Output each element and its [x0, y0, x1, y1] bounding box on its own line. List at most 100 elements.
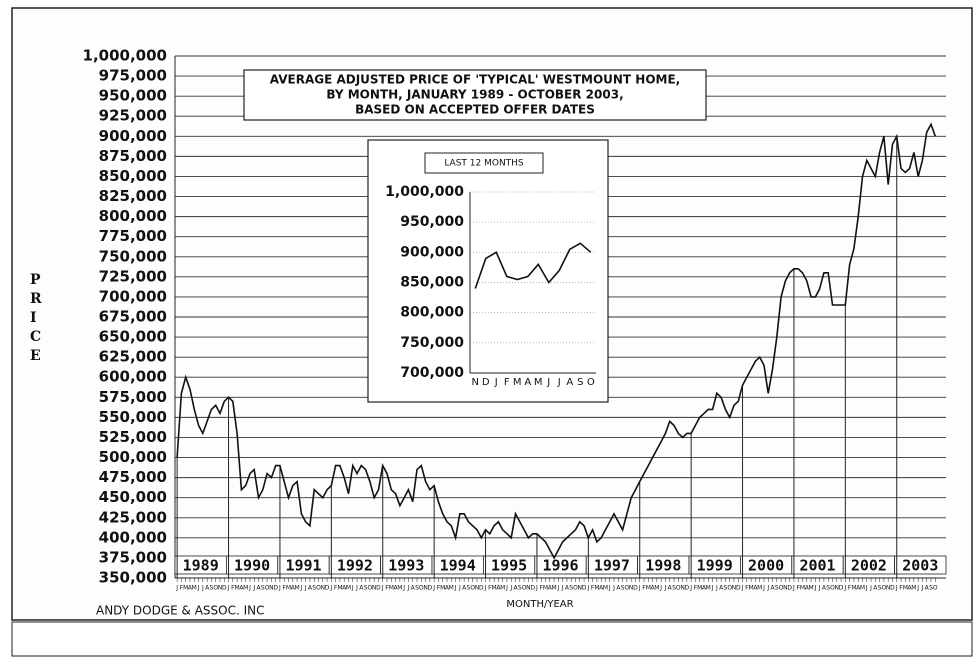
month-initial: J: [351, 585, 354, 592]
month-initial: O: [727, 585, 732, 592]
y-tick-label: 950,000: [99, 87, 167, 105]
y-tick-label: 525,000: [99, 428, 167, 446]
month-initial: S: [621, 585, 625, 592]
month-initial: O: [830, 585, 835, 592]
y-tick-label: 875,000: [99, 147, 167, 165]
inset-y-tick-label: 900,000: [400, 244, 464, 260]
month-initial: M: [749, 585, 754, 592]
y-tick-label: 350,000: [99, 569, 167, 587]
month-initial: N: [321, 585, 326, 592]
month-initial: A: [496, 585, 501, 592]
month-initial: N: [218, 585, 223, 592]
y-tick-label: 825,000: [99, 187, 167, 205]
month-initial: F: [745, 585, 749, 592]
month-initial: A: [188, 585, 193, 592]
month-initial: N: [423, 585, 428, 592]
month-initial: N: [680, 585, 685, 592]
y-tick-label: 600,000: [99, 368, 167, 386]
month-initial: J: [916, 585, 919, 592]
month-initial: F: [899, 585, 903, 592]
month-initial: A: [873, 585, 878, 592]
month-initial: M: [860, 585, 865, 592]
y-tick-label: 900,000: [99, 127, 167, 145]
month-initial: J: [509, 585, 512, 592]
month-initial: D: [325, 585, 330, 592]
month-initial: J: [535, 585, 538, 592]
month-initial: S: [672, 585, 676, 592]
month-initial: A: [651, 585, 656, 592]
inset-x-tick-label: M: [513, 377, 522, 388]
month-initial: M: [235, 585, 240, 592]
year-label: 1996: [542, 557, 578, 575]
year-label: 2000: [748, 557, 784, 575]
month-initial: M: [346, 585, 351, 592]
y-tick-label: 675,000: [99, 308, 167, 326]
month-initial: S: [210, 585, 214, 592]
month-initial: J: [921, 585, 924, 592]
y-tick-label: 925,000: [99, 107, 167, 125]
chart-title: AVERAGE ADJUSTED PRICE OF 'TYPICAL' WEST…: [270, 73, 680, 87]
month-initial: D: [428, 585, 433, 592]
month-initial: M: [294, 585, 299, 592]
month-initial: S: [775, 585, 779, 592]
month-initial: N: [783, 585, 788, 592]
y-tick-label: 375,000: [99, 548, 167, 566]
month-initial: J: [402, 585, 405, 592]
month-initial: O: [933, 585, 938, 592]
month-initial: M: [500, 585, 505, 592]
y-tick-label: 575,000: [99, 388, 167, 406]
month-initial: J: [818, 585, 821, 592]
y-tick-label: 450,000: [99, 488, 167, 506]
month-initial: J: [586, 585, 589, 592]
inset-x-tick-label: A: [566, 377, 573, 388]
month-initial: A: [822, 585, 827, 592]
month-initial: J: [201, 585, 204, 592]
year-label: 1993: [388, 557, 424, 575]
y-tick-label: 550,000: [99, 408, 167, 426]
month-initial: J: [659, 585, 662, 592]
footer-box: [11, 621, 973, 657]
month-initial: N: [886, 585, 891, 592]
inset-y-tick-label: 850,000: [400, 275, 464, 291]
month-initial: J: [329, 585, 332, 592]
month-initial: M: [492, 585, 497, 592]
month-initial: A: [599, 585, 604, 592]
month-initial: M: [808, 585, 813, 592]
month-initial: O: [316, 585, 321, 592]
credit: ANDY DODGE & ASSOC. INC: [96, 604, 265, 618]
month-initial: J: [278, 585, 281, 592]
month-initial: J: [792, 585, 795, 592]
month-initial: F: [796, 585, 800, 592]
month-initial: J: [813, 585, 816, 592]
y-tick-label: 700,000: [99, 287, 167, 305]
month-initial: M: [397, 585, 402, 592]
month-initial: A: [308, 585, 313, 592]
month-initial: O: [573, 585, 578, 592]
month-initial: D: [479, 585, 484, 592]
month-initial: D: [787, 585, 792, 592]
month-initial: D: [685, 585, 690, 592]
month-initial: S: [724, 585, 728, 592]
month-initial: J: [505, 585, 508, 592]
month-initial: F: [848, 585, 852, 592]
month-initial: D: [582, 585, 587, 592]
month-initial: M: [449, 585, 454, 592]
month-initial: F: [539, 585, 543, 592]
inset-title: LAST 12 MONTHS: [444, 159, 524, 169]
y-tick-label: 775,000: [99, 227, 167, 245]
month-initial: S: [569, 585, 573, 592]
price-line: [474, 242, 592, 289]
month-initial: J: [689, 585, 692, 592]
month-initial: A: [239, 585, 244, 592]
month-initial: M: [697, 585, 702, 592]
month-initial: J: [638, 585, 641, 592]
inset-box: [367, 139, 609, 403]
month-initial: M: [757, 585, 762, 592]
month-initial: D: [736, 585, 741, 592]
month-initial: M: [389, 585, 394, 592]
year-label: 2002: [851, 557, 887, 575]
month-initial: A: [445, 585, 450, 592]
month-initial: D: [633, 585, 638, 592]
month-initial: S: [826, 585, 830, 592]
month-initial: J: [895, 585, 898, 592]
